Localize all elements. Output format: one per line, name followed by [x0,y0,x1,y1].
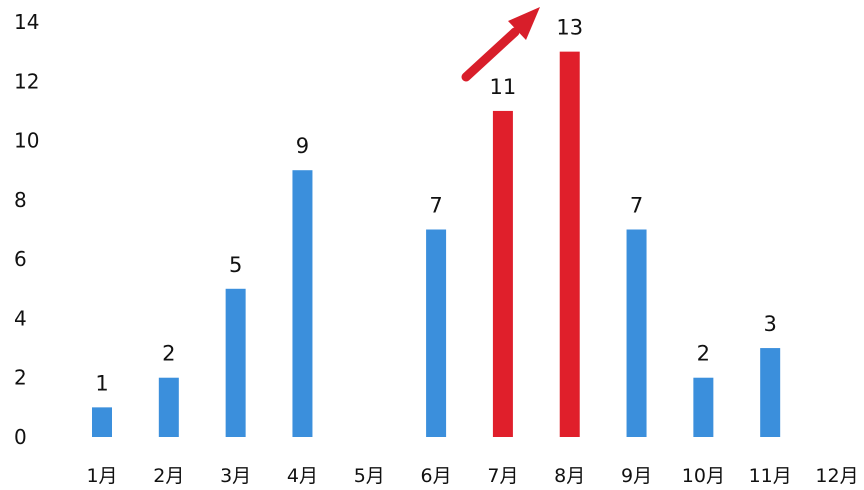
y-tick-label: 14 [14,10,39,34]
y-tick-label: 8 [14,188,27,212]
data-label-7: 11 [490,75,517,99]
x-tick-label-1: 1月 [86,465,117,487]
y-tick-label: 12 [14,69,39,93]
data-label-11: 3 [763,312,776,336]
x-tick-label-9: 9月 [621,465,652,487]
x-tick-label-5: 5月 [354,465,385,487]
bar-3 [225,288,246,437]
x-tick-label-4: 4月 [287,465,318,487]
y-tick-label: 4 [14,306,27,330]
bar-1 [92,407,112,437]
x-tick-label-8: 8月 [554,465,585,487]
data-labels: 1 2 5 9 7 11 13 7 2 3 [95,16,777,396]
y-tick-label: 10 [14,129,39,153]
data-label-6: 7 [429,194,442,218]
bar-11 [760,348,781,437]
data-label-8: 13 [556,16,583,40]
y-tick-label: 2 [14,366,27,390]
bar-7 [492,110,513,437]
x-tick-label-6: 6月 [421,465,452,487]
up-right-arrow-icon [461,7,540,82]
bar-8 [559,51,580,438]
x-tick-label-11: 11月 [749,465,792,487]
x-tick-label-2: 2月 [153,465,184,487]
data-label-9: 7 [630,194,643,218]
x-tick-label-12: 12月 [815,465,858,487]
data-label-10: 2 [697,342,710,366]
bars [92,51,781,438]
bar-4 [292,170,313,437]
x-tick-label-10: 10月 [682,465,725,487]
bar-2 [158,377,179,437]
bar-10 [693,377,714,437]
data-label-4: 9 [296,134,309,158]
bar-6 [426,229,447,437]
y-axis-ticks: 0 2 4 6 8 10 12 14 [14,10,39,449]
x-axis-ticks: 1月 2月 3月 4月 5月 6月 7月 8月 9月 10月 11月 12月 [86,465,858,487]
data-label-3: 5 [229,253,242,277]
y-tick-label: 6 [14,247,27,271]
bar-9 [626,229,647,437]
data-label-2: 2 [162,342,175,366]
y-tick-label: 0 [14,425,27,449]
x-tick-label-3: 3月 [220,465,251,487]
data-label-1: 1 [95,371,108,395]
x-tick-label-7: 7月 [487,465,518,487]
